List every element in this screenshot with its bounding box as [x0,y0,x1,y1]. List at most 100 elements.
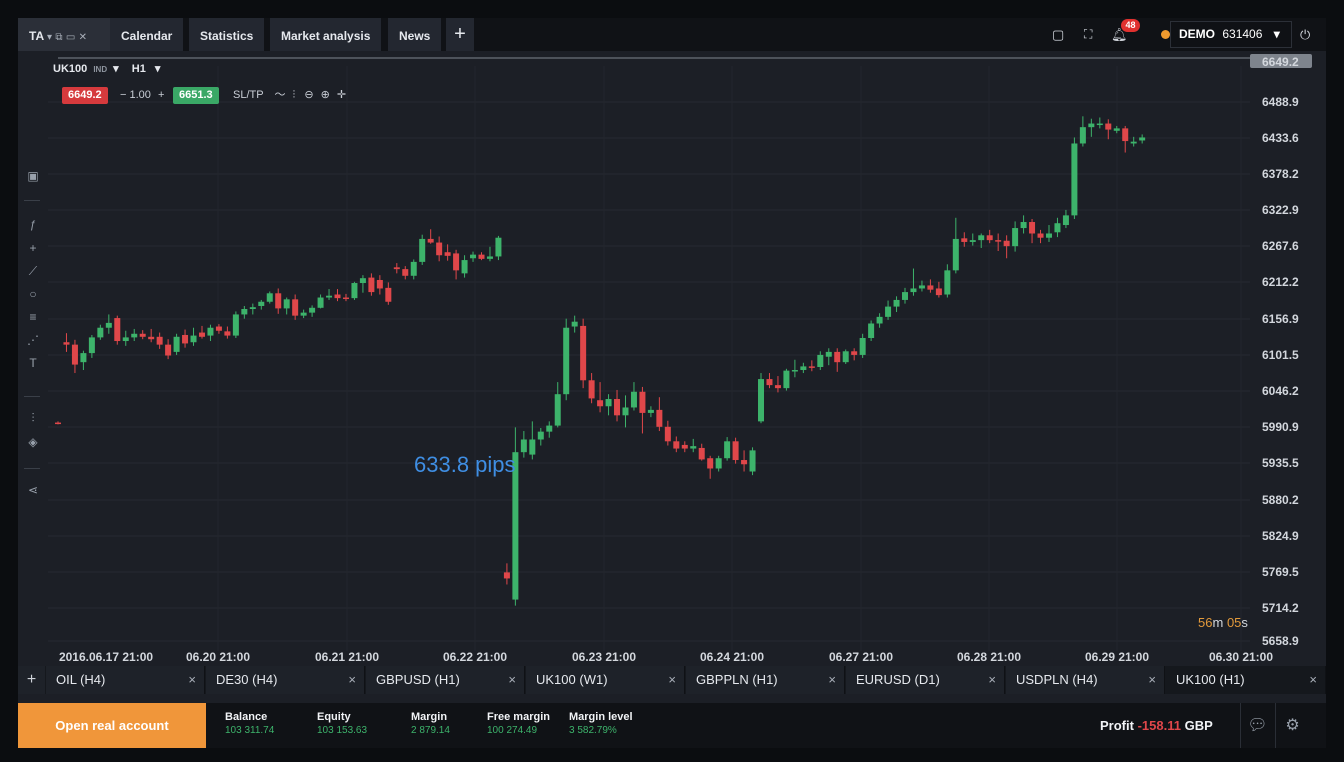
x-tick-label: 06.24 21:00 [700,650,764,664]
instrument-tab[interactable]: UK100 (W1) × [526,666,685,694]
candle-body [707,458,714,469]
candle-body [588,380,595,399]
indicators-icon[interactable]: ⫶ [31,411,35,425]
x-tick-label: 06.23 21:00 [572,650,636,664]
y-tick-label: 5880.2 [1262,493,1299,507]
chat-icon[interactable]: 💬︎ [1240,703,1274,748]
close-icon[interactable]: ✕ [78,32,88,43]
crosshair-icon[interactable]: ✛ [336,89,347,101]
spread-minus[interactable]: − [120,89,127,101]
share-icon[interactable]: ⋖ [27,483,39,497]
chevron-down-icon[interactable]: ▾ [113,63,119,75]
candle-body [1096,123,1103,126]
chart-timeframe[interactable]: H1 [131,63,146,75]
close-icon[interactable]: × [1148,672,1156,687]
close-icon[interactable]: × [988,672,996,687]
candle-body [419,238,426,262]
buy-price-button[interactable]: 6651.3 [173,87,219,104]
candle-body [249,307,256,310]
candle-body [114,318,121,342]
candle-body [876,316,883,324]
instrument-tab[interactable]: DE30 (H4) × [206,666,365,694]
candle-body [639,391,646,413]
close-icon[interactable]: × [188,672,196,687]
chevron-down-icon[interactable]: ▾ [154,63,161,75]
tab-calendar[interactable]: Calendar [110,18,184,51]
layers-icon[interactable]: ◈ [28,435,38,449]
account-selector[interactable]: DEMO 631406 ▾ [1170,21,1292,48]
x-tick-label: 06.21 21:00 [315,650,379,664]
price-chart[interactable]: 6649.2 6488.9 6433.6 6378.2 6322.9 6267.6 6212… [18,51,1326,671]
instrument-tab-label: UK100 (H1) [1176,672,1245,687]
candle-body [266,293,273,302]
close-icon[interactable]: × [668,672,676,687]
candle-body [241,309,248,315]
tab-statistics[interactable]: Statistics [189,18,265,51]
candle-body [1105,123,1112,130]
close-icon[interactable]: × [508,672,516,687]
instrument-tab[interactable]: EURUSD (D1) × [846,666,1005,694]
spread-plus[interactable]: + [157,89,165,101]
chevron-down-icon[interactable]: ▾ [47,32,53,43]
candle-body [664,426,671,442]
detach-icon[interactable]: ⧉ [55,32,63,43]
zoom-out-icon[interactable]: ⊖ [304,89,314,101]
power-icon[interactable]: ⏻ [1300,27,1311,42]
candle-body [969,240,976,242]
candle-body [300,312,307,316]
text-tool-icon[interactable]: T [29,356,37,370]
margin-stat: Margin 2 879.14 [411,711,450,736]
tab-ta[interactable]: TA ▾ ⧉ ▭ ✕ [18,18,110,51]
fan-tool-icon[interactable]: ⋰ [27,333,39,347]
symbol-tag: IND [93,65,108,74]
window-icon[interactable]: ▭ [65,32,76,43]
circle-tool-icon[interactable]: ○ [29,287,37,301]
zoom-in-icon[interactable]: ⊕ [320,89,330,101]
line-chart-icon[interactable]: 〜 [274,89,286,101]
function-icon[interactable]: ƒ [29,219,37,231]
chart-symbol[interactable]: UK100 [53,63,88,75]
tab-news[interactable]: News [388,18,442,51]
fibonacci-tool-icon[interactable]: ≡ [29,310,37,324]
equity-stat: Equity 103 153.63 [317,711,367,736]
candle-body [359,278,366,284]
candle-body [952,238,959,271]
tab-market-analysis[interactable]: Market analysis [270,18,382,51]
sell-price-button[interactable]: 6649.2 [62,87,108,104]
candle-body [368,277,375,293]
instrument-tab-active[interactable]: UK100 (H1) × [1166,666,1326,694]
candle-body [173,336,180,352]
notification-count-badge: 48 [1121,19,1140,32]
candle-body [800,366,807,371]
candle-body [88,337,95,354]
instrument-tab-bar: + OIL (H4) × DE30 (H4) × GBPUSD (H1) × U… [18,666,1326,694]
candles-icon[interactable]: ⫶ [292,89,296,101]
instrument-tab[interactable]: OIL (H4) × [46,666,205,694]
add-instrument-button[interactable]: + [18,666,45,694]
stat-value: 3 582.79% [569,725,617,736]
close-icon[interactable]: × [348,672,356,687]
candle-body [834,351,841,363]
crosshair-tool-icon[interactable]: + [29,241,37,255]
close-icon[interactable]: × [1309,672,1317,687]
candle-body [224,331,231,336]
countdown-minutes-unit: m [1212,615,1224,630]
instrument-tab[interactable]: USDPLN (H4) × [1006,666,1165,694]
fullscreen-icon[interactable]: ⛶ [1084,27,1093,41]
open-real-account-button[interactable]: Open real account [18,703,206,748]
candle-body [1037,233,1044,238]
y-tick-label: 6488.9 [1262,95,1299,109]
gear-icon[interactable]: ⚙ [1275,703,1309,748]
candle-body [918,285,925,289]
rectangle-tool-icon[interactable]: ▣ [27,169,39,183]
instrument-tab[interactable]: GBPUSD (H1) × [366,666,525,694]
line-tool-icon[interactable]: ⟋ [28,264,38,278]
y-tick-label: 5990.9 [1262,420,1299,434]
close-icon[interactable]: × [828,672,836,687]
add-tab-button[interactable]: + [446,18,474,51]
instrument-tab[interactable]: GBPPLN (H1) × [686,666,845,694]
sltp-button[interactable]: SL/TP [233,89,264,101]
candle-body [393,267,400,270]
layout-icon[interactable]: ▢ [1052,27,1065,42]
candle-body [478,254,485,259]
